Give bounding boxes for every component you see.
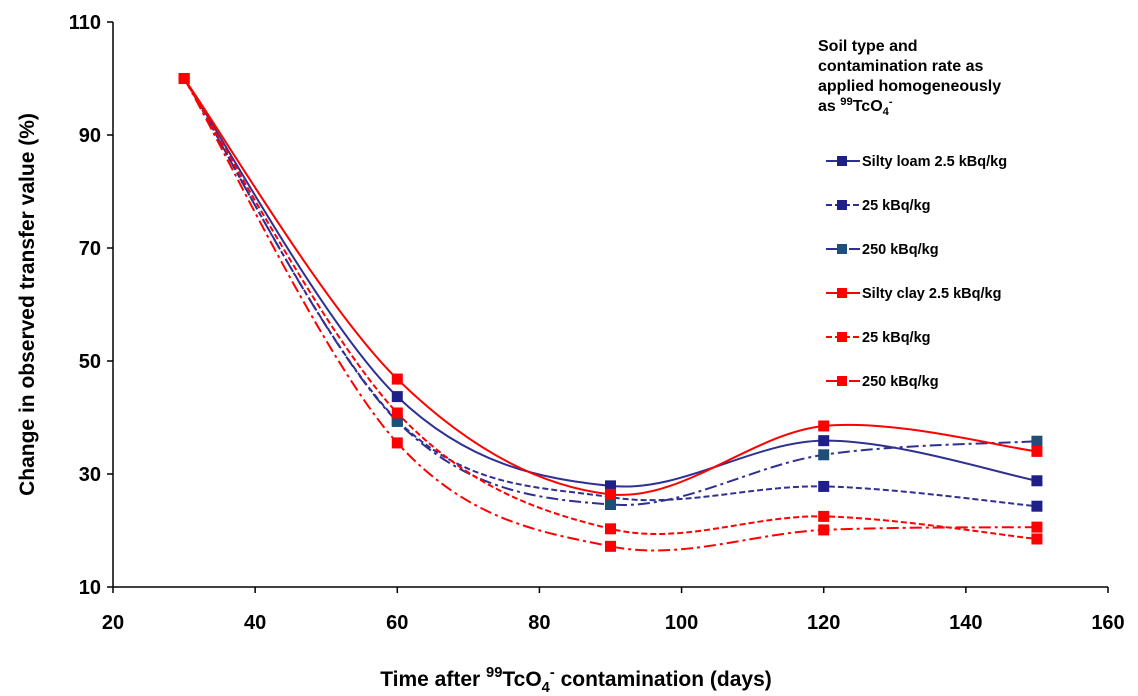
x-axis-title: Time after 99TcO4- contamination (days) [380,665,772,696]
series-line [183,77,1038,488]
x-tick-label: 120 [807,612,840,634]
x-tick-label: 80 [528,612,550,634]
data-point [1031,500,1043,512]
legend-marker [837,288,847,298]
data-point [818,435,830,447]
legend-label: Silty clay 2.5 kBq/kg [862,286,1001,302]
legend: Soil type and contamination rate as applie… [818,38,1007,390]
data-point [1031,475,1043,487]
data-point [178,73,190,84]
data-point [818,420,830,432]
series-line [183,77,1038,540]
data-point [1031,533,1043,545]
data-point [391,391,403,403]
legend-title-line: applied homogeneously [818,78,1001,95]
y-tick-label: 90 [79,125,101,147]
y-axis-title-text: Change in observed transfer value (%) [16,113,39,496]
y-tick-label: 70 [79,238,101,260]
legend-marker [837,244,847,254]
y-tick-label: 50 [79,351,101,373]
x-tick-label: 100 [665,612,698,634]
legend-title-line: contamination rate as [818,58,983,75]
data-point [605,540,616,552]
legend-marker [837,156,847,166]
legend-marker [837,332,847,342]
data-point [391,407,403,419]
legend-label: 250 kBq/kg [862,242,939,258]
data-point [391,415,403,427]
data-point [605,480,616,492]
data-point [818,449,830,461]
axes: 10 30 50 70 90 110 20 40 60 80 100 120 140 160 [69,12,1125,634]
data-point [605,499,616,511]
data-point [391,373,403,385]
series-lines [183,77,1038,552]
data-point [1031,445,1043,457]
legend-label: 250 kBq/kg [862,374,939,390]
y-tick-label: 30 [79,464,101,486]
legend-label: 25 kBq/kg [862,198,931,214]
x-tick-label: 20 [102,612,124,634]
x-tick-label: 140 [949,612,982,634]
legend-title-line: Soil type and [818,38,918,55]
y-tick-label: 110 [69,12,101,34]
data-point [818,480,830,492]
series-line [183,77,1038,496]
series-line [183,77,1038,508]
y-tick-label: 10 [79,577,101,599]
legend-marker [837,376,847,386]
x-axis-title-text: Time after 99TcO4- contamination (days) [380,665,772,696]
data-point [1031,435,1043,447]
markers [178,73,1043,552]
data-point [605,488,616,500]
x-tick-label: 160 [1091,612,1124,634]
data-point [391,437,403,449]
series-line [183,77,1037,506]
legend-title-line: as 99TcO4- [818,96,893,118]
x-tick-label: 60 [386,612,408,634]
data-point [818,510,830,522]
series-line [183,77,1037,552]
data-point [818,524,830,536]
x-tick-label: 40 [244,612,266,634]
data-point [1031,521,1043,533]
y-axis-title: Change in observed transfer value (%) [16,113,39,496]
legend-label: 25 kBq/kg [862,330,931,346]
legend-marker [837,200,847,210]
legend-label: Silty loam 2.5 kBq/kg [862,154,1007,170]
data-point [605,523,616,535]
